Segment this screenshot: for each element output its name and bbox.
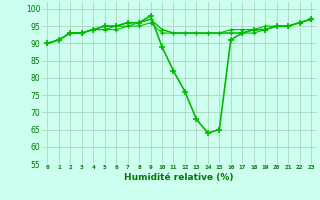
- X-axis label: Humidité relative (%): Humidité relative (%): [124, 173, 234, 182]
